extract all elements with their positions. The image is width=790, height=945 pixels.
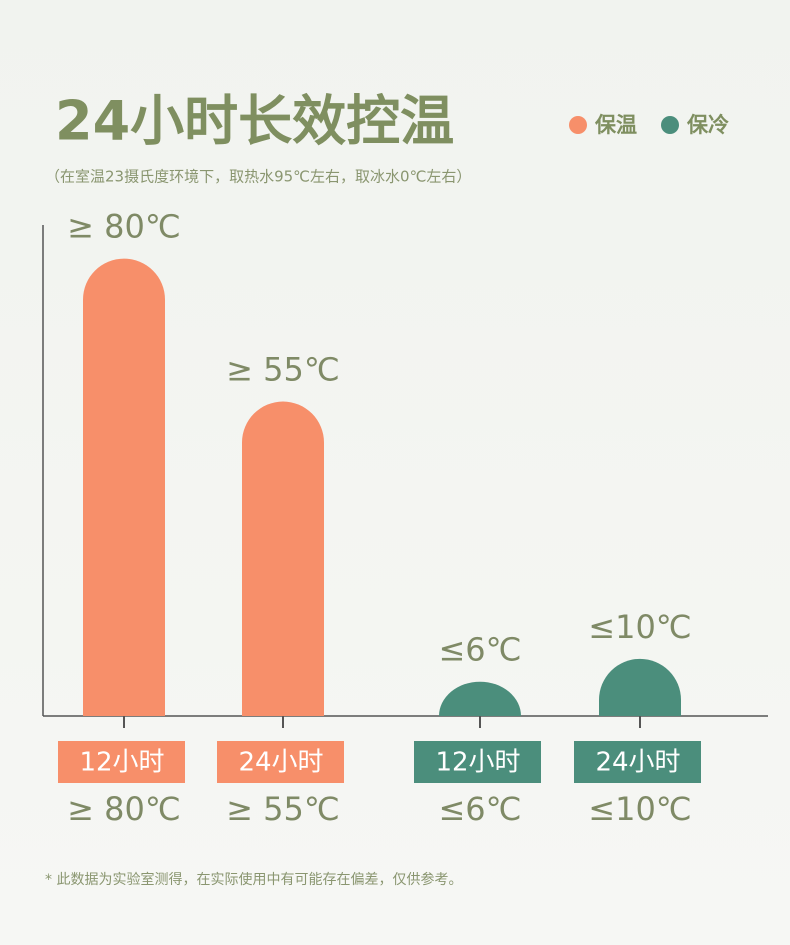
value-caption: ≤10℃ [588, 790, 691, 828]
value-label: ≤10℃ [588, 608, 691, 646]
value-label: ≤6℃ [438, 631, 521, 669]
x-tick-label: 12小时 [435, 748, 520, 778]
legend-swatch [569, 116, 587, 134]
value-caption: ≥ 80℃ [67, 790, 181, 828]
bar [599, 658, 681, 716]
category-box [414, 741, 541, 783]
legend-label: 保冷 [686, 113, 729, 137]
chart-subtitle: （在室温23摄氏度环境下，取热水95℃左右，取冰水0℃左右） [45, 168, 471, 186]
bar [242, 401, 324, 716]
x-tick-label: 24小时 [238, 748, 323, 778]
chart-title: 24小时长效控温 [55, 90, 454, 153]
value-caption: ≥ 55℃ [226, 790, 340, 828]
category-box [574, 741, 701, 783]
legend-swatch [661, 116, 679, 134]
legend-label: 保温 [594, 113, 637, 137]
value-label: ≥ 55℃ [226, 351, 340, 389]
value-caption: ≤6℃ [438, 790, 521, 828]
x-tick-label: 24小时 [595, 748, 680, 778]
footnote: * 此数据为实验室测得，在实际使用中有可能存在偏差，仅供参考。 [45, 871, 462, 888]
x-tick-label: 12小时 [79, 748, 164, 778]
bar [83, 258, 165, 716]
category-box [58, 741, 185, 783]
category-box [217, 741, 344, 783]
bar [439, 681, 521, 716]
value-label: ≥ 80℃ [67, 208, 181, 246]
